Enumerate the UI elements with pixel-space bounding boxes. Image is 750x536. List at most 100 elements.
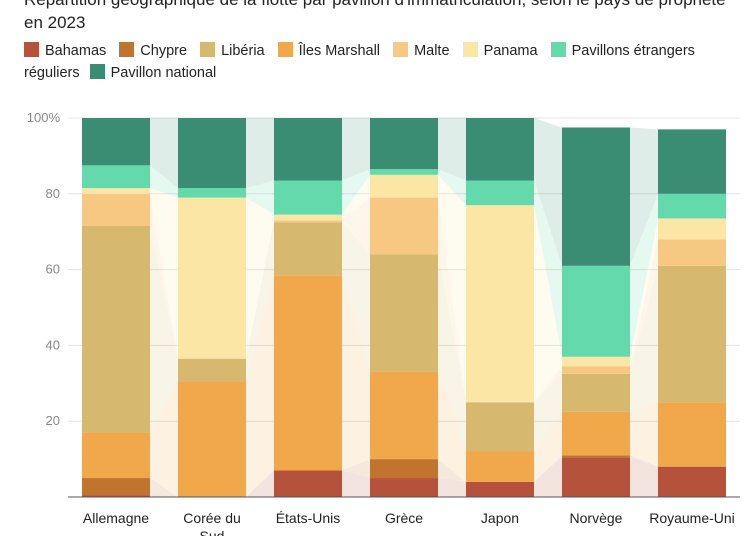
bar-segment-grece-bahamas[interactable] bbox=[370, 478, 438, 497]
bar-segment-allemagne-bahamas[interactable] bbox=[82, 495, 150, 497]
legend-item-pavillons-etrangers-cont[interactable]: réguliers bbox=[24, 62, 80, 84]
bar-segment-etats-unis-liberia[interactable] bbox=[274, 222, 342, 276]
bar-segment-allemagne-chypre[interactable] bbox=[82, 478, 150, 496]
bar-segment-japon-panama[interactable] bbox=[466, 205, 534, 403]
legend-swatch-bahamas bbox=[24, 42, 39, 57]
connector-band-pavillons-etrangers-reguliers bbox=[342, 169, 370, 215]
connector-band-panama bbox=[438, 174, 466, 403]
bar-segment-royaume-uni-pavillon-national[interactable] bbox=[658, 129, 726, 194]
connector-band-pavillon-national bbox=[438, 118, 466, 181]
bar-segment-allemagne-liberia[interactable] bbox=[82, 226, 150, 433]
connector-band-iles-marshall bbox=[534, 411, 562, 482]
x-tick-label-etats-unis: États-Unis bbox=[276, 510, 341, 526]
bar-segment-etats-unis-panama[interactable] bbox=[274, 214, 342, 221]
connector-band-liberia bbox=[246, 222, 274, 382]
legend-label-pavillons-etrangers-cont: réguliers bbox=[24, 65, 80, 81]
bar-segment-coree-du-sud-panama[interactable] bbox=[178, 197, 246, 359]
x-tick-label-norvege: Norvège bbox=[570, 510, 623, 526]
bar-segment-coree-du-sud-pavillons-etrangers-reguliers[interactable] bbox=[178, 188, 246, 198]
legend-swatch-liberia bbox=[200, 42, 216, 57]
bar-segment-royaume-uni-malte[interactable] bbox=[658, 239, 726, 266]
bar-segment-grece-chypre[interactable] bbox=[370, 459, 438, 479]
bar-segment-allemagne-malte[interactable] bbox=[82, 193, 150, 227]
bar-segment-norvege-pavillons-etrangers-reguliers[interactable] bbox=[562, 265, 630, 357]
bar-segment-etats-unis-malte[interactable] bbox=[274, 220, 342, 223]
connector-band-chypre bbox=[534, 455, 562, 482]
bar-segment-etats-unis-pavillon-national[interactable] bbox=[274, 118, 342, 181]
legend-item-panama[interactable]: Panama bbox=[462, 40, 538, 62]
legend-item-iles-marshall[interactable]: Îles Marshall bbox=[277, 40, 380, 62]
legend-label-pavillons-etrangers: Pavillons étrangers bbox=[571, 43, 695, 59]
legend-item-liberia[interactable]: Libéria bbox=[200, 40, 265, 62]
connector-band-malte bbox=[438, 197, 466, 403]
connector-band-bahamas bbox=[246, 470, 274, 497]
bar-segment-grece-malte[interactable] bbox=[370, 197, 438, 255]
legend: Bahamas Chypre Libéria Îles Marshall Mal… bbox=[24, 40, 729, 84]
bar-segment-allemagne-pavillon-national[interactable] bbox=[82, 118, 150, 166]
connector-band-malte bbox=[630, 239, 658, 374]
connector-band-liberia bbox=[438, 254, 466, 452]
bar-segment-grece-iles-marshall[interactable] bbox=[370, 371, 438, 460]
connector-band-bahamas bbox=[342, 470, 370, 497]
bar-segment-coree-du-sud-iles-marshall[interactable] bbox=[178, 381, 246, 497]
bar-segment-royaume-uni-panama[interactable] bbox=[658, 218, 726, 240]
bar-segment-norvege-panama[interactable] bbox=[562, 356, 630, 367]
bar-segment-etats-unis-bahamas[interactable] bbox=[274, 470, 342, 497]
bar-segment-japon-iles-marshall[interactable] bbox=[466, 451, 534, 482]
legend-item-bahamas[interactable]: Bahamas bbox=[24, 40, 106, 62]
connector-band-liberia bbox=[630, 265, 658, 412]
bar-segment-grece-pavillons-etrangers-reguliers[interactable] bbox=[370, 169, 438, 175]
connector-band-panama bbox=[630, 218, 658, 367]
bar-segment-allemagne-panama[interactable] bbox=[82, 188, 150, 194]
connector-band-iles-marshall bbox=[246, 275, 274, 497]
bar-segment-japon-pavillons-etrangers-reguliers[interactable] bbox=[466, 180, 534, 206]
bar-segment-grece-pavillon-national[interactable] bbox=[370, 118, 438, 170]
connector-band-malte bbox=[534, 366, 562, 403]
bar-segment-royaume-uni-pavillons-etrangers-reguliers[interactable] bbox=[658, 193, 726, 219]
connector-band-chypre bbox=[630, 455, 658, 467]
legend-label-bahamas: Bahamas bbox=[45, 43, 107, 59]
bar-segment-norvege-bahamas[interactable] bbox=[562, 457, 630, 497]
connector-band-bahamas bbox=[534, 457, 562, 497]
connector-band-iles-marshall bbox=[150, 381, 178, 497]
bar-segment-japon-bahamas[interactable] bbox=[466, 481, 534, 497]
bar-segment-allemagne-pavillons-etrangers-reguliers[interactable] bbox=[82, 165, 150, 189]
connector-band-pavillons-etrangers-reguliers bbox=[246, 180, 274, 215]
connector-band-pavillons-etrangers-reguliers bbox=[534, 180, 562, 357]
legend-item-pavillon-national[interactable]: Pavillon national bbox=[89, 62, 216, 84]
legend-label-liberia: Libéria bbox=[221, 43, 265, 59]
bar-segment-norvege-chypre[interactable] bbox=[562, 455, 630, 458]
legend-label-panama: Panama bbox=[483, 43, 538, 59]
y-tick-label: 80 bbox=[46, 186, 60, 201]
bar-segment-etats-unis-iles-marshall[interactable] bbox=[274, 275, 342, 471]
chart-title: Répartition géographique de la flotte pa… bbox=[24, 0, 726, 32]
bar-segment-norvege-iles-marshall[interactable] bbox=[562, 411, 630, 456]
connector-band-panama bbox=[150, 188, 178, 359]
bar-segment-royaume-uni-liberia[interactable] bbox=[658, 265, 726, 403]
legend-item-pavillons-etrangers[interactable]: Pavillons étrangers bbox=[550, 40, 695, 62]
bar-segment-norvege-malte[interactable] bbox=[562, 366, 630, 374]
bar-segment-coree-du-sud-pavillon-national[interactable] bbox=[178, 118, 246, 189]
connector-band-pavillons-etrangers-reguliers bbox=[630, 193, 658, 357]
bar-segment-japon-pavillon-national[interactable] bbox=[466, 118, 534, 181]
legend-item-malte[interactable]: Malte bbox=[393, 40, 450, 62]
bar-segment-coree-du-sud-liberia[interactable] bbox=[178, 358, 246, 382]
bar-segment-royaume-uni-iles-marshall[interactable] bbox=[658, 402, 726, 467]
connector-band-liberia bbox=[342, 222, 370, 372]
connector-band-malte bbox=[150, 193, 178, 359]
bar-segment-allemagne-iles-marshall[interactable] bbox=[82, 432, 150, 479]
bar-segment-etats-unis-pavillons-etrangers-reguliers[interactable] bbox=[274, 180, 342, 215]
legend-label-chypre: Chypre bbox=[140, 43, 188, 59]
connector-band-liberia bbox=[150, 226, 178, 433]
connector-band-iles-marshall bbox=[438, 371, 466, 482]
y-axis: 20 40 60 80 100% bbox=[27, 110, 61, 428]
connector-band-pavillon-national bbox=[630, 127, 658, 266]
bar-segment-norvege-pavillon-national[interactable] bbox=[562, 127, 630, 266]
bar-segment-norvege-liberia[interactable] bbox=[562, 373, 630, 412]
legend-item-chypre[interactable]: Chypre bbox=[119, 40, 187, 62]
bar-segment-royaume-uni-bahamas[interactable] bbox=[658, 466, 726, 497]
bar-segment-japon-liberia[interactable] bbox=[466, 402, 534, 452]
legend-swatch-pavillons-etrangers bbox=[550, 42, 566, 57]
bar-segment-grece-panama[interactable] bbox=[370, 174, 438, 198]
bar-segment-grece-liberia[interactable] bbox=[370, 254, 438, 372]
